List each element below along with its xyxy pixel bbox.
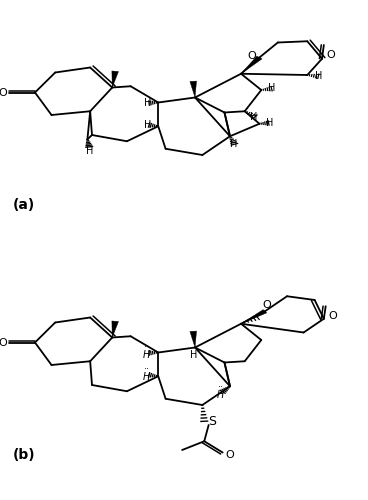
Text: $\ddot{H}$: $\ddot{H}$ (142, 346, 151, 360)
Text: O: O (262, 300, 271, 310)
Text: (b): (b) (13, 448, 35, 462)
Text: $\ddot{H}$: $\ddot{H}$ (142, 368, 151, 382)
Text: O: O (247, 52, 256, 61)
Text: S: S (208, 415, 216, 428)
Text: H: H (268, 83, 275, 93)
Text: (a): (a) (13, 198, 35, 212)
Text: H: H (266, 118, 273, 128)
Polygon shape (241, 310, 267, 324)
Text: H: H (190, 350, 197, 360)
Polygon shape (112, 71, 118, 88)
Text: H: H (315, 71, 322, 81)
Polygon shape (190, 81, 197, 98)
Polygon shape (112, 321, 118, 338)
Text: O: O (0, 88, 7, 98)
Text: O: O (225, 450, 234, 460)
Text: H: H (144, 120, 152, 130)
Text: H: H (250, 112, 258, 122)
Text: O: O (0, 338, 7, 347)
Text: H: H (230, 138, 237, 149)
Polygon shape (190, 331, 197, 347)
Text: H: H (144, 98, 152, 108)
Text: O: O (327, 50, 336, 60)
Text: H: H (85, 146, 93, 156)
Text: $\ddot{H}$: $\ddot{H}$ (216, 386, 225, 401)
Polygon shape (241, 56, 262, 74)
Text: O: O (329, 311, 337, 322)
